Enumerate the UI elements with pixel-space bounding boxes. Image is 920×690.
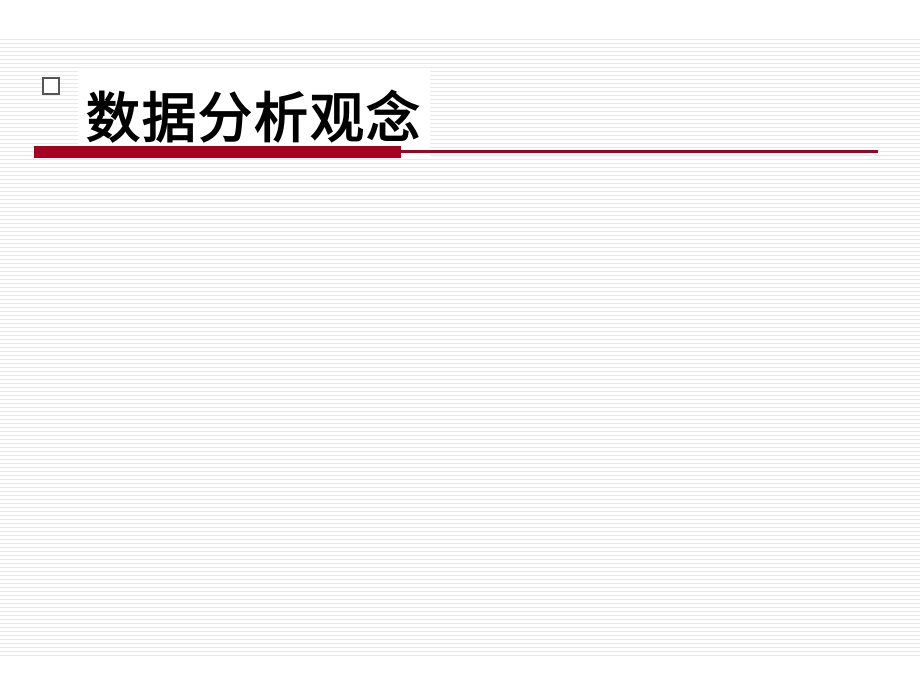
slide-title: 数据分析观念	[86, 74, 422, 153]
divider-thick-segment	[34, 146, 401, 158]
slide-container: 数据分析观念	[0, 0, 920, 690]
bottom-band	[0, 656, 920, 690]
top-band	[0, 0, 920, 36]
divider-thin-segment	[401, 150, 878, 153]
bullet-square-icon	[42, 77, 60, 95]
title-divider	[34, 146, 878, 158]
title-area: 数据分析观念	[78, 70, 430, 157]
